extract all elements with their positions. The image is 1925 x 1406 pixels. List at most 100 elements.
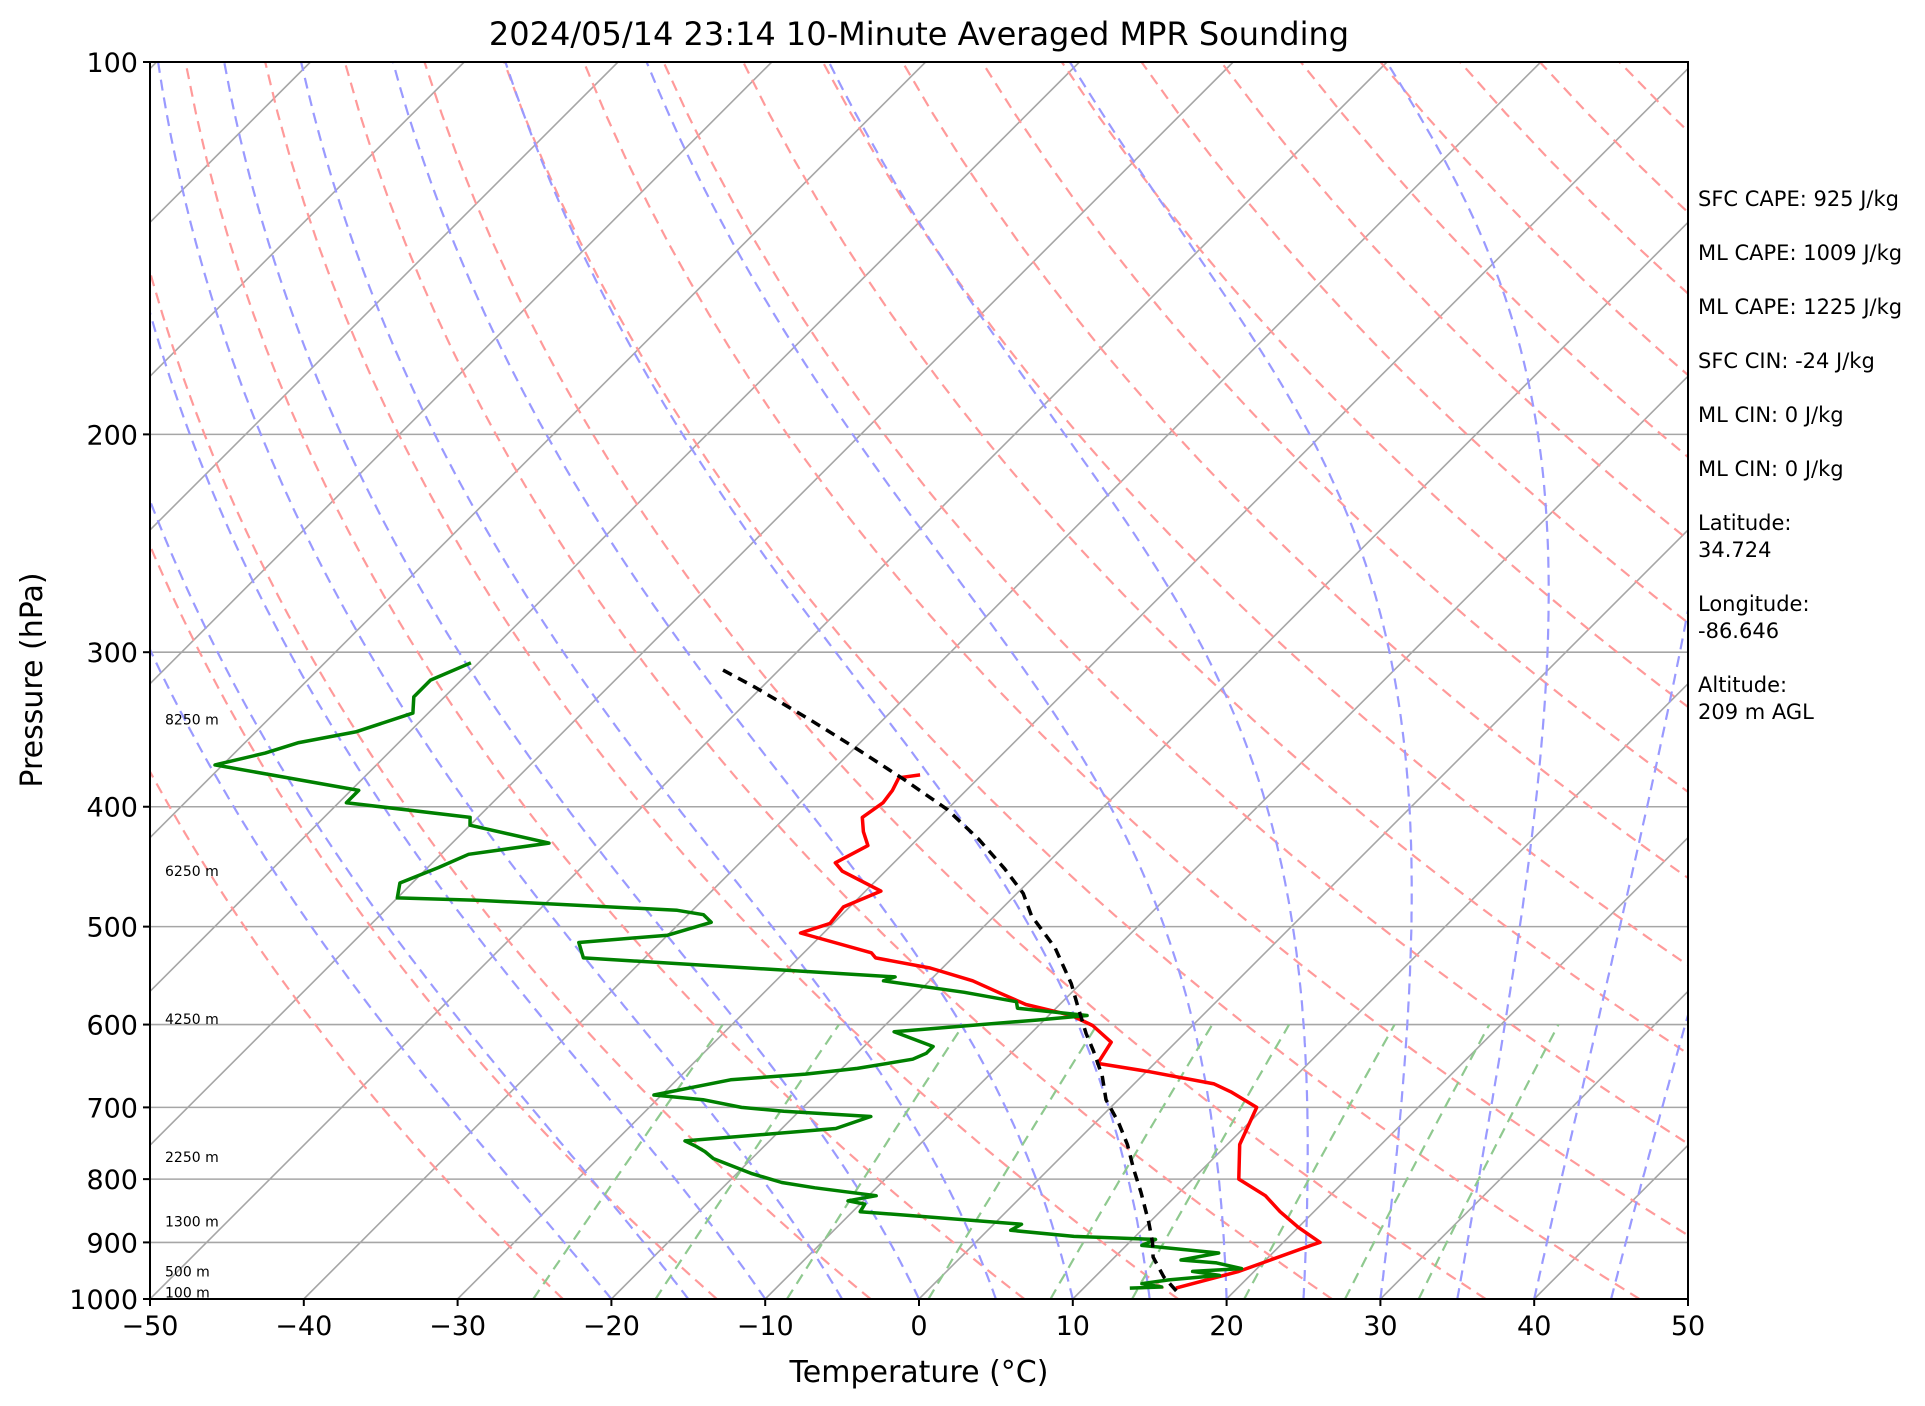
height-label: 8250 m — [165, 712, 219, 728]
moist-adiabat-line — [150, 497, 690, 1299]
mixing-ratio-line — [1049, 1024, 1214, 1299]
mixing-ratio-line — [786, 1023, 965, 1299]
altitude-label: Altitude: — [1698, 673, 1788, 697]
isotherm-line — [1226, 836, 1688, 1299]
y-tick-label: 100 — [86, 48, 138, 79]
isotherm-line — [1072, 682, 1688, 1299]
moist-adiabat-line — [645, 62, 1228, 1299]
height-label: 6250 m — [165, 864, 219, 880]
moist-adiabat-line — [504, 62, 1151, 1299]
mixing-ratio-line — [927, 1024, 1099, 1299]
y-axis-label: Pressure (hPa) — [15, 572, 50, 787]
y-tick-label: 800 — [86, 1165, 138, 1196]
dry-adiabat-line — [981, 62, 1688, 794]
moist-adiabat-line — [150, 647, 613, 1299]
longitude-block: Longitude: -86.646 — [1698, 591, 1923, 645]
altitude-block: Altitude: 209 m AGL — [1698, 672, 1923, 726]
temperature-profile — [798, 773, 1322, 1290]
latitude-value: 34.724 — [1698, 538, 1772, 562]
y-tick-label: 200 — [86, 420, 138, 451]
height-label: 100 m — [165, 1286, 210, 1302]
dry-adiabat-line — [1060, 62, 1688, 709]
height-label: 2250 m — [165, 1150, 219, 1166]
x-tick-label: −30 — [429, 1311, 486, 1342]
isotherm-line — [150, 62, 773, 685]
dry-adiabat-line — [582, 62, 1688, 1237]
mixing-ratio-line — [1131, 1024, 1291, 1299]
sounding-series — [213, 661, 1322, 1293]
mixing-ratio-line — [1417, 1024, 1560, 1299]
isotherm-line — [303, 62, 1542, 1299]
moist-adiabat-line — [1533, 604, 1688, 1299]
y-tick-label: 700 — [86, 1093, 138, 1124]
moist-adiabat-line — [157, 62, 844, 1299]
height-label: 500 m — [165, 1264, 210, 1280]
sfc-cin-text: SFC CIN: -24 J/kg — [1698, 349, 1875, 373]
isotherm-line — [150, 62, 1080, 993]
parcel-profile — [718, 666, 1178, 1293]
moist-adiabat-line — [391, 62, 1074, 1299]
x-tick-label: 10 — [1056, 1311, 1090, 1342]
sfc-cape-text: SFC CAPE: 925 J/kg — [1698, 187, 1899, 211]
x-tick-label: 40 — [1517, 1311, 1551, 1342]
x-axis-ticks: −50 −40 −30 −20 −10 0 10 20 30 40 50 — [122, 1299, 1705, 1342]
isotherm-line — [150, 62, 927, 839]
y-tick-label: 300 — [86, 638, 138, 669]
x-tick-label: 30 — [1363, 1311, 1397, 1342]
dewpoint-profile — [213, 661, 1244, 1290]
isotherm-line — [150, 62, 1388, 1299]
isotherm-line — [150, 62, 619, 532]
isotherm-line — [918, 528, 1688, 1299]
dry-adiabat-line — [821, 62, 1688, 967]
latitude-block: Latitude: 34.724 — [1698, 510, 1923, 564]
y-tick-label: 500 — [86, 913, 138, 944]
isotherm-line — [764, 375, 1688, 1299]
height-label: 4250 m — [165, 1012, 219, 1028]
isotherm-lines — [0, 62, 1688, 1299]
dry-adiabat-line — [742, 62, 1688, 1056]
dry-adiabat-line — [150, 542, 718, 1299]
latitude-label: Latitude: — [1698, 511, 1792, 535]
dry-adiabat-lines — [150, 62, 1688, 1299]
height-labels: 100 m 500 m 1300 m 2250 m 4250 m 6250 m 8250 m — [165, 712, 219, 1301]
y-tick-label: 1000 — [69, 1285, 138, 1316]
moist-adiabat-line — [1610, 1010, 1688, 1299]
moist-adiabat-line — [1385, 62, 1550, 1299]
x-tick-label: 20 — [1209, 1311, 1243, 1342]
mixing-ratio-line — [654, 1023, 840, 1299]
ml-cape-text-2: ML CAPE: 1225 J/kg — [1698, 295, 1903, 319]
ml-cape-text: ML CAPE: 1009 J/kg — [1698, 241, 1903, 265]
isobar-lines — [150, 62, 1688, 1299]
dry-adiabat-line — [150, 267, 872, 1299]
ml-cin-text-2: ML CIN: 0 J/kg — [1698, 457, 1844, 481]
longitude-value: -86.646 — [1698, 619, 1780, 643]
chart-title: 2024/05/14 23:14 10-Minute Averaged MPR … — [489, 15, 1349, 53]
x-axis-label: Temperature (°C) — [789, 1355, 1049, 1390]
x-tick-label: 50 — [1671, 1311, 1705, 1342]
mixing-ratio-line — [1344, 1024, 1491, 1299]
dry-adiabat-line — [343, 62, 1333, 1299]
y-tick-label: 400 — [86, 793, 138, 824]
isotherm-line — [150, 62, 1234, 1147]
isotherm-line — [1379, 990, 1688, 1299]
x-tick-label: −10 — [737, 1311, 794, 1342]
moist-adiabat-lines — [150, 62, 1688, 1299]
isotherm-line — [610, 221, 1688, 1299]
x-tick-label: −40 — [275, 1311, 332, 1342]
ml-cin-text: ML CIN: 0 J/kg — [1698, 403, 1844, 427]
x-tick-label: −20 — [583, 1311, 640, 1342]
mixing-ratio-line — [532, 1023, 724, 1299]
altitude-value: 209 m AGL — [1698, 700, 1814, 724]
moist-adiabat-line — [300, 62, 997, 1299]
x-tick-label: −50 — [122, 1311, 179, 1342]
dry-adiabat-line — [264, 62, 1179, 1299]
longitude-label: Longitude: — [1698, 592, 1810, 616]
height-label: 1300 m — [165, 1215, 219, 1231]
isotherm-line — [0, 62, 3, 1299]
plot-background — [150, 62, 1688, 1299]
info-panel: SFC CAPE: 925 J/kg ML CAPE: 1009 J/kg ML… — [1698, 186, 1923, 753]
y-tick-label: 600 — [86, 1011, 138, 1042]
y-tick-label: 900 — [86, 1228, 138, 1259]
x-tick-label: 0 — [910, 1311, 927, 1342]
